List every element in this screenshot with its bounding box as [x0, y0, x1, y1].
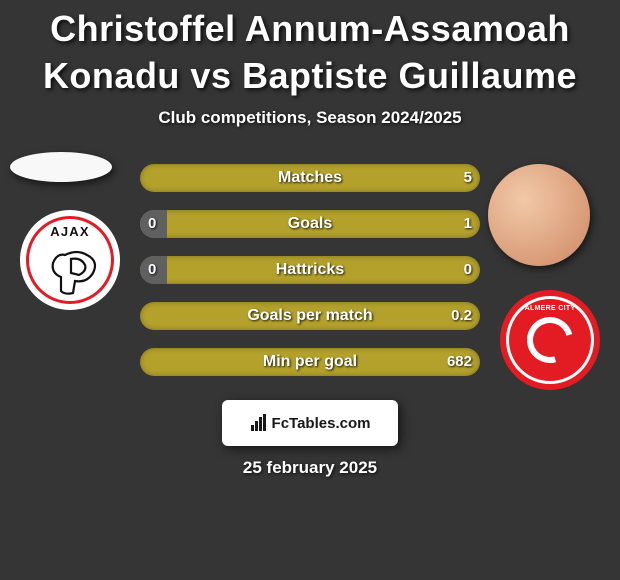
avatar-left-ellipse — [10, 152, 112, 182]
stat-label: Goals per match — [140, 302, 480, 330]
stat-row: Goals per match0.2 — [140, 302, 480, 330]
chart-area: AJAX ALMERE CITY Matches5Goals01Hattrick… — [0, 164, 620, 394]
club-crest-left: AJAX — [20, 210, 120, 310]
stat-label: Goals — [140, 210, 480, 238]
subtitle: Club competitions, Season 2024/2025 — [0, 100, 620, 128]
club-right-text: ALMERE CITY — [525, 305, 576, 312]
stat-row: Matches5 — [140, 164, 480, 192]
stat-label: Min per goal — [140, 348, 480, 376]
comparison-infographic: Christoffel Annum-Assamoah Konadu vs Bap… — [0, 0, 620, 580]
avatar-right — [488, 164, 590, 266]
stat-value-right: 1 — [464, 210, 472, 238]
stat-value-right: 0.2 — [451, 302, 472, 330]
stat-label: Hattricks — [140, 256, 480, 284]
club-left-text: AJAX — [50, 224, 89, 239]
stat-value-right: 682 — [447, 348, 472, 376]
stat-value-right: 0 — [464, 256, 472, 284]
date-text: 25 february 2025 — [243, 458, 377, 478]
stat-value-left: 0 — [148, 210, 156, 238]
brand-text: FcTables.com — [272, 415, 371, 432]
club-crest-right: ALMERE CITY — [500, 290, 600, 390]
ajax-head-icon — [47, 247, 107, 297]
stat-bars: Matches5Goals01Hattricks00Goals per matc… — [140, 164, 480, 394]
stat-row: Hattricks0 0 — [140, 256, 480, 284]
stat-value-left: 0 — [148, 256, 156, 284]
bar-chart-icon — [250, 414, 268, 432]
stat-value-right: 5 — [464, 164, 472, 192]
almere-swirl-icon — [519, 308, 582, 371]
stat-label: Matches — [140, 164, 480, 192]
page-title: Christoffel Annum-Assamoah Konadu vs Bap… — [0, 0, 620, 100]
brand-badge: FcTables.com — [222, 400, 398, 446]
stat-row: Min per goal682 — [140, 348, 480, 376]
stat-row: Goals0 1 — [140, 210, 480, 238]
